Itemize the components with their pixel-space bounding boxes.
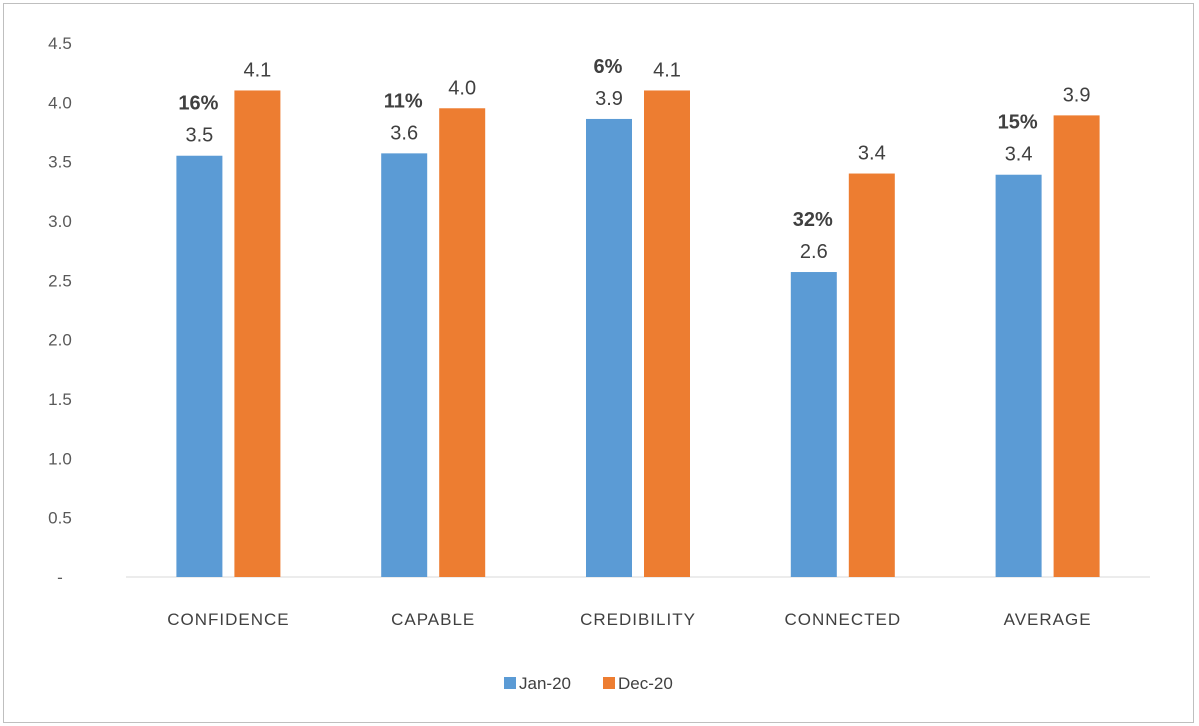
y-tick-label: 2.5	[48, 271, 72, 290]
y-tick-label: 1.0	[48, 449, 72, 468]
bar-dec-20	[644, 90, 690, 577]
bar-dec-20	[848, 173, 895, 578]
legend-label: Dec-20	[618, 674, 673, 693]
y-tick-label: 4.0	[48, 93, 72, 112]
change-annotation: 6%	[594, 56, 623, 78]
bar-dec-20	[1053, 115, 1100, 578]
data-label: 3.5	[185, 125, 213, 147]
legend-label: Jan-20	[519, 674, 571, 693]
change-annotation: 11%	[384, 90, 423, 112]
bar-jan-20	[586, 118, 632, 578]
bars	[176, 90, 1100, 578]
y-tick-label: 4.5	[48, 34, 72, 53]
chart-frame: - 0.5 1.0 1.5 2.0 2.5 3.0 3.5 4.0 4.5 CONFIDENCE CA…	[3, 3, 1194, 723]
change-annotation: 15%	[998, 112, 1038, 134]
data-label: 4.1	[653, 59, 681, 81]
data-label: 3.4	[858, 143, 886, 165]
y-tick-label: 1.5	[48, 390, 72, 409]
data-label: 3.9	[1063, 84, 1091, 106]
axes: - 0.5 1.0 1.5 2.0 2.5 3.0 3.5 4.0 4.5 CONFIDENCE CA…	[48, 34, 1150, 629]
x-category-label: CAPABLE	[391, 610, 475, 629]
bar-chart: - 0.5 1.0 1.5 2.0 2.5 3.0 3.5 4.0 4.5 CONFIDENCE CA…	[48, 34, 1150, 693]
data-labels: 3.5 4.1 16% 3.6 4.0 11% 3.9 4.1 6% 2.6 3.4 32% 3.4 3.…	[178, 56, 1090, 263]
bar-dec-20	[439, 108, 486, 578]
bar-dec-20	[234, 90, 281, 577]
change-annotation: 16%	[178, 93, 218, 115]
y-tick-label: -	[57, 568, 63, 587]
bar-jan-20	[790, 272, 837, 577]
data-label: 2.6	[800, 241, 828, 263]
change-annotation: 32%	[793, 209, 833, 231]
data-label: 3.4	[1005, 144, 1033, 166]
data-label: 4.0	[448, 77, 476, 99]
x-category-label: CONNECTED	[784, 610, 901, 629]
x-category-label: CREDIBILITY	[580, 610, 696, 629]
x-category-label: AVERAGE	[1004, 610, 1092, 629]
y-tick-label: 3.0	[48, 212, 72, 231]
y-tick-label: 2.0	[48, 331, 72, 350]
bar-jan-20	[381, 153, 428, 578]
legend-swatch	[603, 677, 615, 689]
y-tick-label: 3.5	[48, 153, 72, 172]
legend-swatch	[504, 677, 516, 689]
bar-jan-20	[995, 174, 1042, 577]
x-category-label: CONFIDENCE	[167, 610, 289, 629]
bar-jan-20	[176, 155, 223, 577]
data-label: 3.9	[595, 88, 623, 110]
y-tick-label: 0.5	[48, 509, 72, 528]
data-label: 3.6	[390, 122, 418, 144]
legend: Jan-20 Dec-20	[504, 674, 673, 693]
data-label: 4.1	[243, 59, 271, 81]
